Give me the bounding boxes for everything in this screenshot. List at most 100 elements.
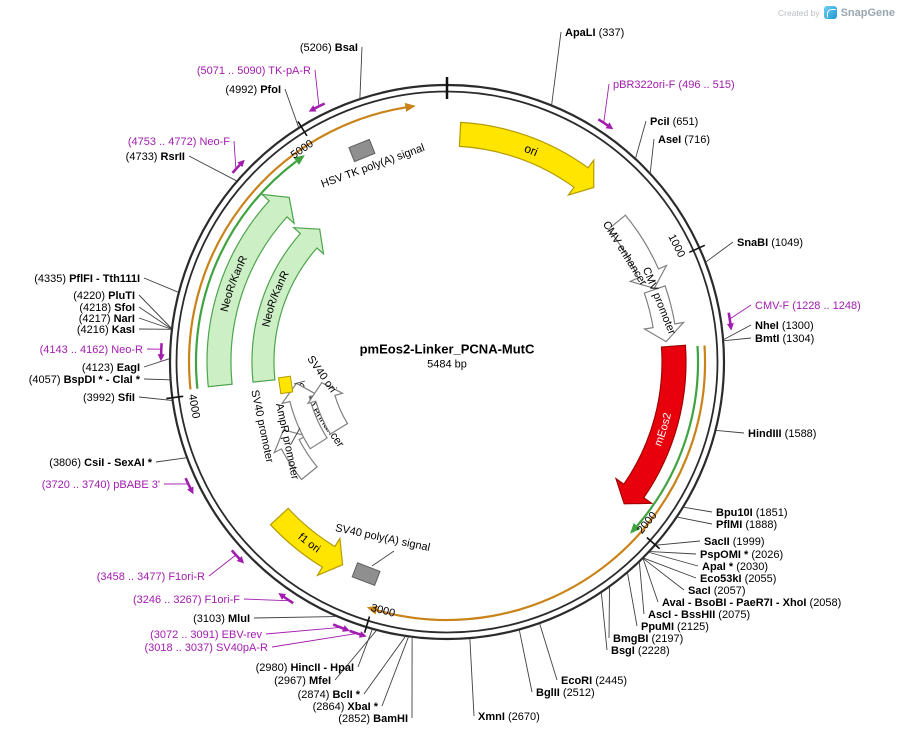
feature-label-sv40-polya[interactable]: SV40 poly(A) signal [334,522,431,554]
site-label-csii-sexai[interactable]: (3806) CsiI - SexAI * [49,457,152,469]
leader-sv40pa-r [271,633,355,648]
primer-mark-tk-pa-r[interactable] [313,102,326,110]
site-label-pflfi-tth111i[interactable]: (4335) PflFI - Tth111I [34,273,140,285]
site-label-cmv-f[interactable]: CMV-F (1228 .. 1248) [755,300,861,312]
site-label-bpu10i[interactable]: Bpu10I (1851) [716,507,788,519]
site-label-mfei[interactable]: (2967) MfeI [274,675,331,687]
site-label-xmni[interactable]: XmnI (2670) [478,711,540,723]
site-label-xbai[interactable]: (2864) XbaI * [313,701,379,713]
primer-mark-neo-r[interactable] [159,343,163,356]
feature-sv40-ori[interactable] [277,375,294,395]
site-label-bmti[interactable]: BmtI (1304) [755,333,814,345]
site-label-ecori[interactable]: EcoRI (2445) [561,675,627,687]
site-label-pcii[interactable]: PciI (651) [650,116,698,128]
leader-csii-sexai [155,457,187,463]
feature-label-ori[interactable]: ori [522,141,540,159]
leader-apali [551,31,562,105]
site-label-pfoi[interactable]: (4992) PfoI [225,84,281,96]
site-label-f1ori-f[interactable]: (3246 .. 3267) F1ori-F [133,594,240,606]
feature-neor-kanr-inner[interactable] [251,226,325,383]
primer-mark-f1ori-f[interactable] [282,595,294,605]
site-label-bsai[interactable]: (5206) BsaI [300,42,358,54]
site-label-apai[interactable]: ApaI * (2030) [702,561,768,573]
thin-arc-arrowhead [630,522,641,534]
site-label-neo-r[interactable]: (4143 .. 4162) Neo-R [40,344,143,356]
site-label-tk-pa-r[interactable]: (5071 .. 5090) TK-pA-R [197,65,311,77]
feature-sv40-polya[interactable] [351,562,381,587]
site-label-saci[interactable]: SacI (2057) [688,585,746,597]
site-label-bglii[interactable]: BglII (2512) [536,687,595,699]
feature-neor-kanr-outer[interactable] [206,193,296,388]
tick-4000 [166,395,184,400]
primer-arrowhead-neo-r [157,354,165,362]
site-label-bamhi[interactable]: (2852) BamHI [338,713,408,725]
site-label-mlui[interactable]: (3103) MluI [193,613,250,625]
site-label-nhei[interactable]: NheI (1300) [755,320,814,332]
site-label-bspdi-clai[interactable]: (4057) BspDI * - ClaI * [29,374,141,386]
site-label-bmgbi[interactable]: BmgBI (2197) [613,633,683,645]
site-label-rsrii[interactable]: (4733) RsrII [126,151,185,163]
feature-cmv-enhancer[interactable] [607,214,668,290]
site-label-eagi[interactable]: (4123) EagI [82,362,140,374]
leader-pflmi [677,516,713,525]
leader-tk-pa-r [314,69,320,106]
feature-meos2[interactable] [614,344,687,505]
feature-ampr-promoter[interactable] [306,381,349,435]
primer-mark-f1ori-r[interactable] [230,549,241,561]
site-label-ebv-rev[interactable]: (3072 .. 3091) EBV-rev [150,629,262,641]
leader-pflfi-tth111i [143,277,179,293]
site-label-neo-f[interactable]: (4753 .. 4772) Neo-F [128,136,230,148]
site-label-ppumi[interactable]: PpuMI (2125) [641,621,709,633]
site-label-eco53ki[interactable]: Eco53kI (2055) [700,573,776,585]
site-label-pbabe-3[interactable]: (3720 .. 3740) pBABE 3' [42,479,160,491]
label-connector [290,427,301,445]
primer-arrowhead-pbr322ori-f [605,122,614,130]
leader-ebv-rev [265,627,339,635]
primer-arrowhead-sv40pa-r [358,631,367,638]
feature-sv40-enhancer[interactable] [273,429,318,481]
site-label-sv40pa-r[interactable]: (3018 .. 3037) SV40pA-R [144,642,268,654]
site-label-apali[interactable]: ApaLI (337) [565,27,624,39]
site-label-bcli[interactable]: (2874) BclI * [298,689,361,701]
leader-pspomi [650,551,697,555]
leader-pcii [635,120,647,158]
thin-arc-2 [194,160,298,389]
feature-hsv-tk-polya[interactable] [348,138,376,163]
site-label-pluti[interactable]: (4220) PluTI [73,290,135,302]
leader-rsrii [188,155,237,182]
label-connector [371,550,395,567]
site-label-asei[interactable]: AseI (716) [658,134,710,146]
site-label-f1ori-r[interactable]: (3458 .. 3477) F1ori-R [97,571,205,583]
feature-ori[interactable] [458,121,595,197]
site-label-bsgi[interactable]: BsgI (2228) [611,645,670,657]
leader-sfii [138,396,172,401]
thin-arc-arrowhead [293,155,305,165]
site-label-sfii[interactable]: (3992) SfiI [83,392,135,404]
primer-mark-neo-f[interactable] [231,163,242,174]
position-label-1000: 1000 [665,232,687,259]
leader-sacii [656,540,701,546]
primer-mark-pbr322ori-f[interactable] [597,118,610,127]
primer-arrowhead-f1ori-f [278,592,287,600]
site-label-avai-bsobi-paer7i-xhoi[interactable]: AvaI - BsoBI - PaeR7I - XhoI (2058) [662,597,841,609]
snapgene-brand-name: SnapGene [840,6,895,19]
site-label-pflmi[interactable]: PflMI (1888) [716,519,777,531]
feature-cmv-promoter[interactable] [642,285,686,343]
site-label-sfoi[interactable]: (4218) SfoI [79,302,135,314]
feature-label-sv40-promoter[interactable]: SV40 promoter [248,389,275,464]
site-label-hincii-hpai[interactable]: (2980) HincII - HpaI [256,662,354,674]
site-label-pspomi[interactable]: PspOMI * (2026) [700,549,783,561]
leader-saci [643,558,685,591]
site-label-snabi[interactable]: SnaBI (1049) [737,237,803,249]
site-label-asci-bsshii[interactable]: AscI - BssHII (2075) [648,609,750,621]
site-label-hindiii[interactable]: HindIII (1588) [748,428,816,440]
primer-mark-cmv-f[interactable] [727,312,732,325]
site-label-pbr322ori-f[interactable]: pBR322ori-F (496 .. 515) [613,79,735,91]
leader-snabi [706,241,734,263]
site-label-nari[interactable]: (4217) NarI [79,313,135,325]
site-label-kasi[interactable]: (4216) KasI [77,324,135,336]
feature-f1-ori[interactable] [269,507,344,577]
site-label-sacii[interactable]: SacII (1999) [704,536,765,548]
